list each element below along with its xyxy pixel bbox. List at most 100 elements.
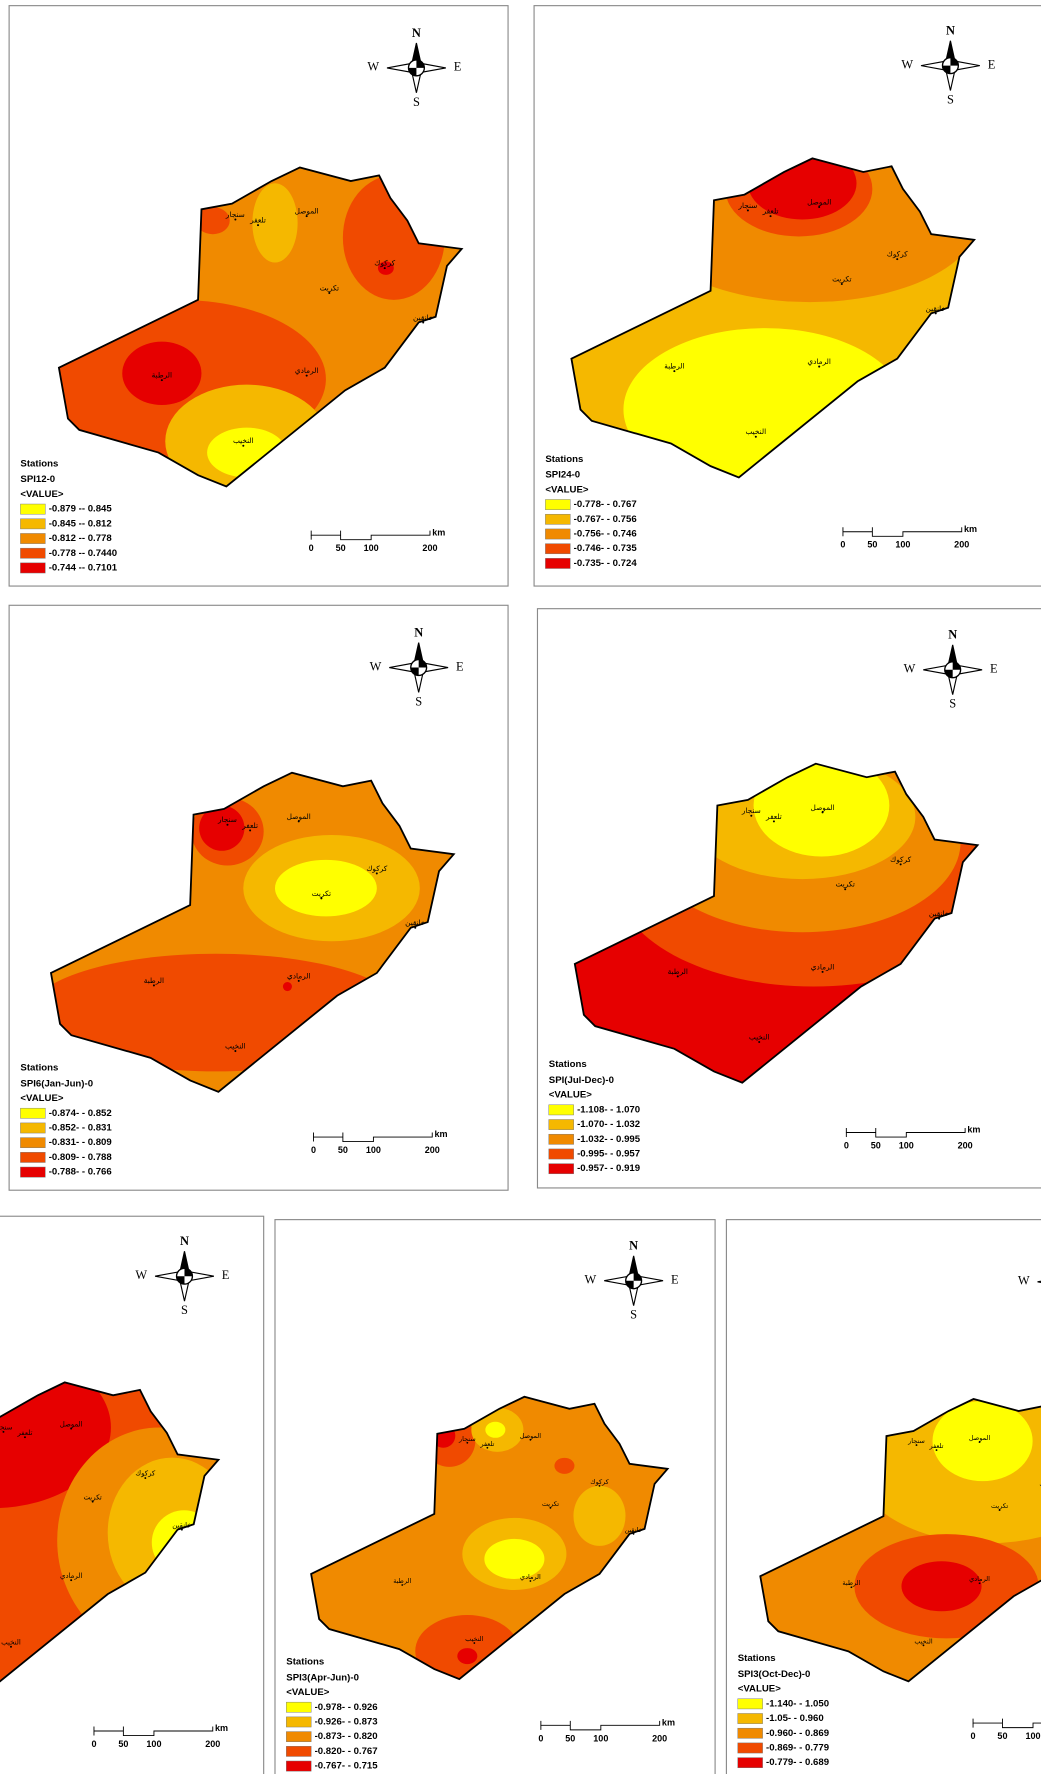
station-label: تكريت <box>542 1500 559 1508</box>
north-arrow: N S W E <box>901 24 995 107</box>
station-dot <box>234 1050 237 1053</box>
station-dot <box>297 820 300 823</box>
legend-swatch <box>737 1713 763 1724</box>
compass-e: E <box>671 1273 679 1287</box>
legend-heading: Stations <box>549 1059 587 1070</box>
station-dot <box>821 811 824 814</box>
compass-quadrant <box>408 59 425 76</box>
legend-label: -0.831- - 0.809 <box>49 1137 112 1148</box>
scale-label: 50 <box>338 1145 348 1155</box>
station-label: خانقين <box>926 304 946 313</box>
legend-title: SPI3(Apr-Jun)-0 <box>286 1672 359 1683</box>
station-label: تكريت <box>991 1502 1008 1510</box>
legend-swatch <box>20 1166 46 1178</box>
station-label: الرمادي <box>811 962 835 971</box>
legend-swatch <box>545 528 571 540</box>
legend-label: -0.960- - 0.869 <box>766 1728 829 1739</box>
compass-s: S <box>949 697 956 711</box>
legend-title: SPI6(Jan-Jun)-0 <box>20 1078 93 1089</box>
scale-line <box>540 1720 661 1731</box>
zone <box>485 1421 506 1438</box>
station-dot <box>850 1586 853 1589</box>
scale-unit: km <box>432 527 445 537</box>
legend-swatch <box>548 1148 574 1160</box>
station-label: تلعفر <box>16 1429 32 1437</box>
scale-label: 200 <box>652 1733 667 1743</box>
station-label: تلعفر <box>241 821 258 830</box>
station-dot <box>305 374 308 377</box>
legend-label: -0.845 -- 0.812 <box>49 518 112 529</box>
scale-label: 100 <box>895 540 910 550</box>
station-dot <box>840 282 843 285</box>
station-dot <box>818 365 821 368</box>
legend-swatch <box>286 1731 312 1742</box>
compass-e: E <box>222 1268 230 1282</box>
compass-quadrant <box>625 1272 642 1289</box>
station-label: خانقين <box>172 1521 191 1529</box>
compass-w: W <box>370 659 382 673</box>
station-label: النخيب <box>465 1635 483 1643</box>
station-dot <box>466 1441 469 1444</box>
station-dot <box>673 370 676 373</box>
legend-heading: Stations <box>20 1063 58 1074</box>
scale-label: 50 <box>871 1140 881 1150</box>
north-arrow: N S W E <box>367 26 461 109</box>
station-dot <box>818 206 821 209</box>
scale-label: 0 <box>971 1731 976 1741</box>
legend-field: <VALUE> <box>738 1684 781 1695</box>
station-dot <box>529 1438 532 1441</box>
legend-swatch <box>737 1742 763 1754</box>
boundary <box>0 1381 221 1683</box>
station-label: تكريت <box>832 274 851 283</box>
north-arrow: N S W E <box>904 628 998 711</box>
legend: Stations SPI(Jul-Dec)-0 <VALUE> -1.108- - 1… <box>548 1059 641 1175</box>
station-label: النخيب <box>233 436 254 445</box>
station-dot <box>375 872 378 875</box>
compass-s: S <box>413 95 420 109</box>
zone <box>122 341 202 406</box>
legend: Stations SPI3(Apr-Jun)-0 <VALUE> -0.978- - … <box>286 1657 378 1772</box>
legend-swatch <box>737 1698 763 1710</box>
legend-label: -0.978- - 0.926 <box>315 1702 378 1713</box>
station-dot <box>676 975 679 978</box>
zone <box>195 207 230 235</box>
legend-label: -0.778- - 0.767 <box>574 499 637 510</box>
station-label: كركوك <box>366 864 387 873</box>
station-label: خانقين <box>929 909 949 918</box>
legend-swatch <box>548 1104 574 1116</box>
station-label: تلعفر <box>762 207 779 216</box>
station-label: الموصل <box>295 207 319 216</box>
station-label: الموصل <box>807 198 831 207</box>
compass-s: S <box>947 93 954 107</box>
station-dot <box>922 1644 925 1647</box>
legend-swatch <box>20 533 46 544</box>
legend-swatch <box>545 558 571 569</box>
compass-e: E <box>456 659 464 673</box>
scale-line <box>310 530 431 541</box>
study-area: سنجار تلعفر الموصل كركوك تكريت الرمادي الرطبة ا… <box>49 771 456 1093</box>
station-dot <box>91 1500 94 1503</box>
station-dot <box>769 215 772 218</box>
scale-label: 0 <box>538 1733 543 1743</box>
legend-swatch <box>548 1163 574 1175</box>
map-panel: سنجارتلعفرالموصلكركوكتكريتالرماديالرطبةا… <box>0 1215 265 1774</box>
legend-label: -1.070- - 1.032 <box>577 1119 640 1130</box>
station-dot <box>414 926 417 929</box>
station-label: تلعفر <box>765 812 782 821</box>
scale-bar: 0 50 100 200 km <box>311 1129 448 1155</box>
legend-label: -0.995- - 0.957 <box>577 1149 640 1160</box>
legend-label: -0.767- - 0.715 <box>315 1761 379 1772</box>
boundary <box>570 157 976 479</box>
station-dot <box>935 1449 938 1451</box>
legend-field: <VALUE> <box>20 1093 63 1104</box>
legend-label: -0.820- - 0.767 <box>315 1746 378 1757</box>
north-arrow: N S W E <box>585 1239 679 1322</box>
legend: Stations SPI6(Jan-Jun)-0 <VALUE> -0.874- - … <box>20 1063 112 1178</box>
station-label: تكريت <box>312 889 331 898</box>
legend-label: -0.852- - 0.831 <box>49 1123 113 1134</box>
station-label: الرطبة <box>842 1579 860 1587</box>
boundary <box>49 771 456 1093</box>
legend: Stations SPI24-0 <VALUE> -0.778- - 0.767 -0.… <box>545 454 637 569</box>
station-dot <box>234 218 237 221</box>
